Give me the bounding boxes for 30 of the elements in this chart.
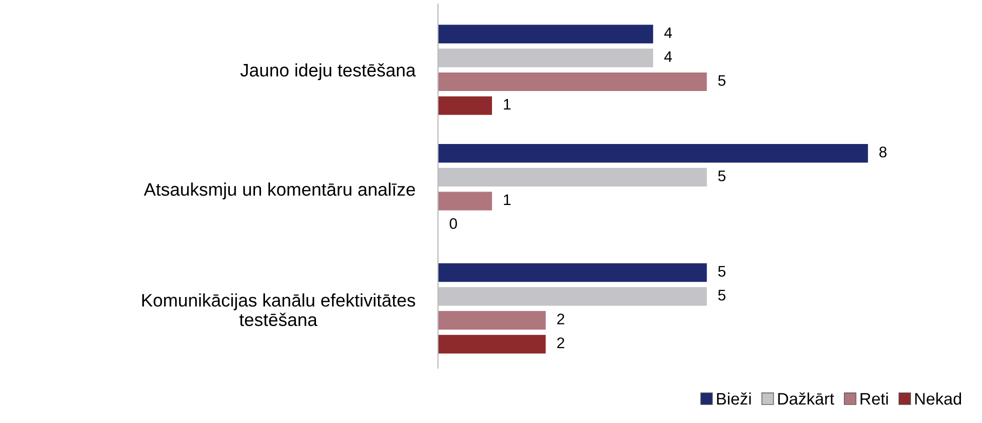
data-label: 1: [504, 99, 511, 110]
y-tick-label: Komunikācijas kanālu efektivitātes testēšana: [142, 293, 416, 326]
legend-label: Bieži: [717, 392, 751, 405]
bar: [438, 72, 707, 92]
bar: [438, 24, 654, 44]
data-label: 5: [718, 170, 726, 182]
bar: [438, 96, 492, 115]
data-label: 5: [718, 266, 726, 277]
legend-label: Reti: [860, 392, 888, 405]
bar: [438, 48, 654, 68]
bar: [438, 263, 707, 282]
data-label: 2: [557, 337, 564, 348]
data-label: 2: [557, 314, 564, 324]
bar: [438, 287, 707, 306]
bar: [438, 144, 868, 163]
y-tick-label: Jauno ideju testēšana: [240, 63, 416, 80]
bar: [438, 168, 707, 186]
data-label: 0: [450, 218, 457, 229]
legend-label: Dažkārt: [778, 392, 834, 405]
bar: [438, 311, 546, 330]
data-label: 1: [504, 194, 511, 205]
data-label: 5: [718, 290, 726, 301]
bar: [438, 192, 492, 210]
y-tick-label: Atsauksmju un komentāru analīze: [144, 182, 415, 200]
legend-label: Nekad: [915, 392, 962, 405]
data-label: 5: [718, 75, 726, 86]
data-label: 8: [879, 146, 887, 158]
data-label: 4: [664, 51, 672, 62]
data-label: 4: [664, 27, 672, 38]
bar: [438, 334, 546, 354]
